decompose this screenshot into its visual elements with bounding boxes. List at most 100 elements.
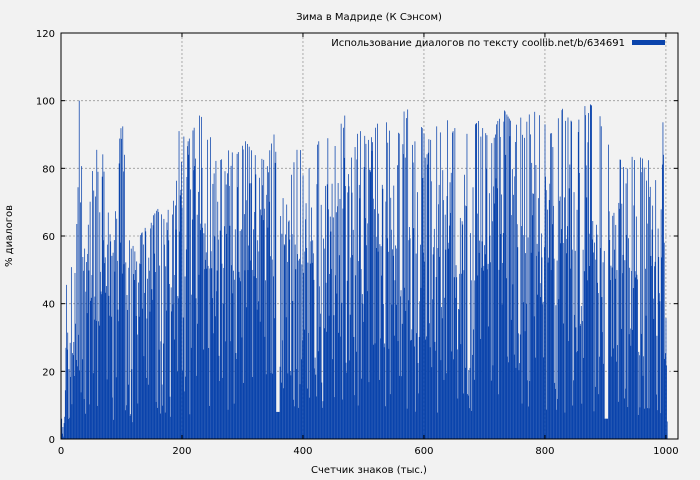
bar: [478, 120, 479, 439]
bar: [200, 223, 202, 439]
bar: [138, 282, 139, 439]
bar: [243, 382, 245, 439]
bar: [237, 187, 239, 439]
bar: [348, 174, 349, 439]
bar: [405, 310, 407, 439]
bar: [398, 132, 399, 439]
bar: [600, 126, 602, 439]
bar: [314, 368, 315, 439]
bar: [208, 347, 210, 439]
bar: [283, 244, 285, 439]
bar: [389, 130, 390, 439]
bar: [341, 399, 343, 439]
bar: [468, 370, 470, 439]
bar: [491, 221, 493, 439]
y-tick-label: 20: [42, 367, 55, 378]
bar: [335, 275, 337, 439]
bar: [562, 108, 563, 439]
bar: [298, 260, 300, 439]
bar: [328, 209, 329, 439]
bar: [428, 139, 430, 439]
bar: [257, 301, 259, 439]
bar: [620, 159, 621, 439]
bar: [612, 348, 614, 439]
bar: [179, 231, 181, 439]
bar: [586, 197, 588, 439]
bar: [528, 406, 530, 439]
bar: [344, 115, 346, 439]
bar: [517, 247, 519, 439]
bar: [309, 263, 311, 439]
bar: [374, 343, 376, 439]
bar: [203, 233, 205, 439]
bar: [161, 384, 163, 439]
y-tick-label: 100: [36, 97, 55, 108]
bar: [124, 410, 126, 439]
bar: [557, 398, 559, 439]
bar: [456, 277, 458, 439]
bar: [547, 262, 549, 439]
bar: [642, 158, 643, 439]
bar: [355, 351, 357, 439]
bar: [73, 341, 75, 439]
bar: [525, 253, 527, 439]
y-axis: 0 20 40 60 80 100 120: [36, 29, 678, 446]
bar: [563, 323, 565, 439]
bar: [151, 289, 153, 439]
bar: [496, 188, 498, 439]
bar: [74, 272, 76, 439]
bar: [100, 291, 102, 439]
bar: [467, 395, 469, 439]
bar: [587, 142, 589, 439]
bar: [156, 407, 158, 439]
bar: [581, 403, 583, 439]
bar: [599, 116, 601, 439]
bar: [498, 394, 499, 439]
bar: [254, 211, 256, 439]
bar: [296, 369, 297, 439]
bar: [79, 370, 81, 439]
bar: [354, 395, 355, 439]
bar: [278, 411, 280, 439]
bar: [372, 142, 373, 440]
bar: [382, 188, 384, 439]
bar: [77, 366, 78, 439]
bar: [173, 200, 174, 439]
bar: [418, 336, 420, 439]
bar: [104, 257, 106, 439]
bar: [101, 176, 103, 440]
bar: [427, 164, 429, 439]
bar: [603, 363, 605, 439]
bar: [337, 206, 338, 439]
bar: [433, 228, 435, 439]
bar: [80, 202, 81, 439]
bar: [184, 276, 186, 439]
bar: [426, 154, 428, 439]
bar: [182, 317, 184, 439]
bar: [130, 414, 132, 439]
bar: [132, 422, 133, 439]
bar: [625, 183, 627, 439]
bar: [625, 388, 626, 439]
bar: [223, 267, 225, 439]
bar: [181, 161, 182, 439]
bar: [218, 355, 220, 439]
bar: [317, 351, 319, 439]
bar: [260, 209, 262, 439]
bar: [248, 146, 250, 439]
bar: [68, 369, 70, 439]
bar: [246, 307, 248, 439]
bar: [427, 152, 429, 440]
bar: [393, 335, 395, 439]
bar: [594, 242, 595, 439]
bar: [123, 171, 124, 439]
bar: [321, 382, 323, 439]
bar: [576, 352, 577, 439]
bar: [481, 267, 482, 439]
bar: [282, 340, 283, 439]
bar: [305, 203, 307, 439]
bar: [498, 269, 500, 439]
bar: [384, 406, 386, 439]
bar: [333, 315, 335, 439]
bar: [284, 245, 286, 439]
